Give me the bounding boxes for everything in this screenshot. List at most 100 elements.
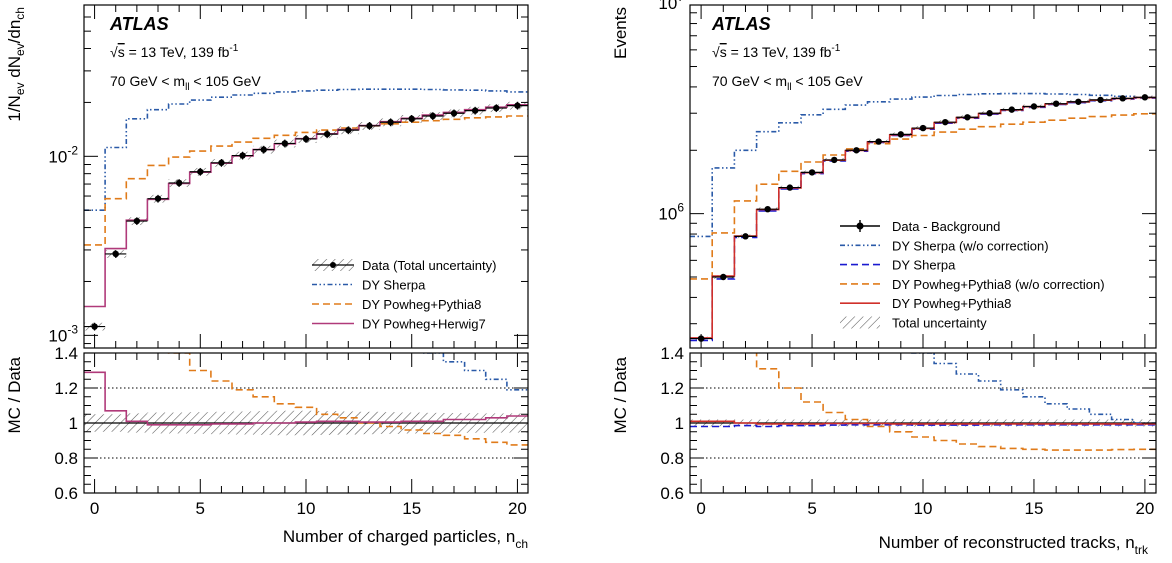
data-point [471, 107, 479, 114]
data-point [302, 135, 310, 143]
ratio-y-tick-label: 0.8 [660, 449, 684, 468]
ratio-y-tick-label: 1.4 [660, 344, 684, 363]
data-point [808, 169, 816, 176]
main-y-label: 1/Nev dNev/dnch [5, 7, 27, 122]
data-point [742, 233, 749, 240]
x-tick-label: 0 [696, 499, 705, 518]
legend-label: Total uncertainty [892, 316, 987, 331]
series-line-dy-powheg-pythia8 [84, 115, 528, 246]
legend-label: DY Sherpa [362, 278, 426, 293]
y-tick-label: 10-2 [48, 143, 78, 166]
legend: Data (Total uncertainty) DY Sherpa DY Powh… [312, 258, 496, 332]
y-tick-label: 106 [658, 201, 684, 224]
atlas-label: ATLAS [109, 14, 169, 34]
data-point [964, 114, 971, 121]
data-point [764, 205, 771, 213]
energy-label: √s = 13 TeV, 139 fb-1 [110, 43, 239, 60]
y-tick-label: 10-3 [48, 322, 78, 345]
ratio-line-dy-sherpa [690, 424, 1156, 428]
x-tick-label: 10 [914, 499, 933, 518]
ratio-line-dy-powheg-pythia8-w-o-correction- [755, 353, 1156, 451]
series-line-dy-powheg-herwig7 [84, 104, 528, 308]
ratio-y-tick-label: 0.8 [54, 449, 78, 468]
legend-swatch [856, 222, 864, 230]
ratio-y-tick-label: 0.6 [54, 484, 78, 503]
data-point [1030, 103, 1038, 110]
main-y-label: Events [611, 7, 630, 59]
x-tick-label: 10 [297, 499, 316, 518]
atlas-label: ATLAS [711, 14, 771, 34]
data-point [986, 110, 993, 117]
ratio-plot-area [84, 353, 528, 459]
main-plot-area [84, 88, 528, 331]
ratio-y-label: MC / Data [5, 356, 24, 433]
x-axis-label: Number of charged particles, nch [283, 527, 528, 551]
data-point [1141, 94, 1149, 101]
legend-label: DY Powheg+Herwig7 [362, 317, 486, 332]
x-tick-label: 5 [807, 499, 816, 518]
data-point [1008, 106, 1015, 113]
data-point [281, 140, 289, 147]
legend-label: DY Sherpa (w/o correction) [892, 238, 1049, 253]
legend-label: Data - Background [892, 219, 1000, 234]
legend-label: DY Powheg+Pythia8 (w/o correction) [892, 277, 1105, 292]
ratio-y-tick-label: 1.4 [54, 344, 78, 363]
data-point [112, 250, 119, 258]
data-point [133, 217, 141, 225]
legend: Data - Background DY Sherpa (w/o correcti… [840, 219, 1105, 331]
y-tick-label: 107 [658, 0, 684, 13]
data-point [387, 119, 394, 126]
ratio-line-dy-powheg-pythia8 [167, 353, 528, 446]
x-tick-label: 20 [1135, 499, 1154, 518]
data-point [366, 122, 373, 130]
ratio-y-tick-label: 1.2 [54, 379, 78, 398]
ratio-y-tick-label: 1 [69, 414, 78, 433]
series-line-dy-sherpa-w-o-correction- [690, 92, 1156, 238]
x-axis-label: Number of reconstructed tracks, ntrk [879, 533, 1149, 557]
data-point [450, 110, 458, 117]
data-point [218, 159, 225, 166]
data-point [323, 130, 331, 138]
data-point [1075, 98, 1082, 105]
legend-label: DY Powheg+Pythia8 [362, 297, 481, 312]
ratio-line-dy-powheg-pythia8 [690, 420, 1156, 425]
data-point [720, 273, 727, 281]
ratio-y-label: MC / Data [611, 356, 630, 433]
data-point [91, 323, 98, 330]
data-point [260, 146, 267, 153]
legend-swatch [840, 316, 880, 329]
legend-label: Data (Total uncertainty) [362, 258, 496, 273]
x-tick-label: 15 [402, 499, 421, 518]
data-point [831, 156, 838, 164]
data-point [1052, 100, 1060, 107]
x-tick-label: 15 [1024, 499, 1043, 518]
data-point [941, 118, 949, 126]
ratio-y-tick-label: 0.6 [660, 484, 684, 503]
reconstructed-tracks-chart: 106 107 Events ATLAS √s = 13 TeV, 139 fb-1 70… [611, 0, 1157, 557]
data-point [197, 168, 204, 175]
x-tick-label: 0 [90, 499, 99, 518]
data-point [239, 152, 246, 159]
series-line-dy-powheg-pythia8-w-o-correction- [690, 113, 1156, 280]
charged-particles-chart: 10-3 10-2 1/Nev dNev/dnch ATLAS √s = 13 TeV,… [5, 4, 529, 551]
x-tick-label: 5 [196, 499, 205, 518]
data-point [154, 195, 162, 202]
data-point [786, 184, 794, 191]
series-line-dy-sherpa [84, 88, 528, 211]
legend-swatch [330, 262, 336, 268]
data-point [429, 112, 437, 120]
ratio-plot-area [690, 353, 1156, 459]
legend-label: DY Sherpa [892, 258, 956, 273]
ratio-y-tick-label: 1 [675, 414, 684, 433]
data-point [493, 104, 500, 112]
data-point [514, 102, 521, 109]
energy-label: √s = 13 TeV, 139 fb-1 [712, 43, 841, 60]
data-point [1097, 96, 1104, 104]
data-point [919, 124, 927, 132]
legend-label: DY Powheg+Pythia8 [892, 296, 1011, 311]
mass-window-label: 70 GeV < mll < 105 GeV [110, 73, 261, 93]
data-point [408, 115, 415, 123]
x-tick-label: 20 [508, 499, 527, 518]
data-point [175, 179, 183, 187]
